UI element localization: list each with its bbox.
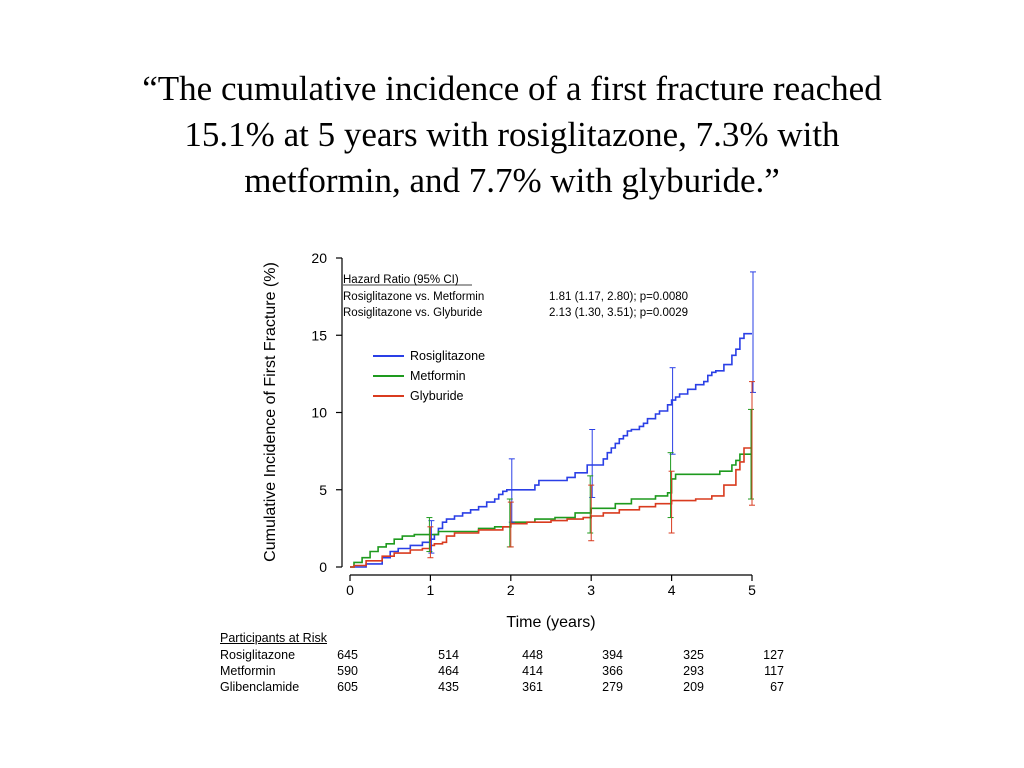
risk-table-row: Rosiglitazone 645 514 448 394 325 127 [220, 647, 784, 663]
risk-table-cell: 514 [438, 648, 459, 662]
hazard-ratio-value: 2.13 (1.30, 3.51); p=0.0029 [549, 307, 688, 319]
risk-table-cell: 279 [602, 680, 623, 694]
risk-table-cell: 67 [770, 680, 784, 694]
y-tick-label: 0 [319, 559, 327, 575]
x-axis-label: Time (years) [506, 614, 595, 631]
slide-title-line: metformin, and 7.7% with glyburide.” [244, 161, 780, 200]
risk-table-cell: 293 [683, 664, 704, 678]
risk-table-cell: 209 [683, 680, 704, 694]
hazard-ratio-title: Hazard Ratio (95% CI) [343, 274, 459, 286]
risk-table-cell: 117 [764, 664, 784, 678]
risk-table-cell: 361 [522, 680, 543, 694]
risk-table-cell: 366 [602, 664, 623, 678]
risk-table-cell: 127 [763, 648, 784, 662]
x-tick-label: 2 [507, 582, 515, 598]
legend-label: Glyburide [410, 389, 464, 403]
risk-table-header: Participants at Risk [220, 631, 327, 645]
risk-table-cell: 590 [337, 664, 358, 678]
risk-table-row: Glibenclamide 605 435 361 279 209 67 [220, 679, 784, 695]
x-tick-label: 1 [427, 582, 435, 598]
x-tick-label: 5 [748, 582, 756, 598]
risk-table-cell: 448 [522, 648, 543, 662]
slide-title: “The cumulative incidence of a first fra… [60, 66, 964, 204]
y-tick-label: 15 [311, 327, 327, 343]
y-tick-label: 10 [311, 405, 327, 421]
risk-table-cell: 435 [438, 680, 459, 694]
risk-table-cell: 645 [337, 648, 358, 662]
risk-table-group-name: Rosiglitazone [220, 648, 296, 662]
x-tick-label: 4 [668, 582, 676, 598]
risk-table-row: Metformin 590 464 414 366 293 117 [220, 663, 784, 679]
series-line-rosiglitazone [350, 332, 752, 568]
risk-table-body: Rosiglitazone 645 514 448 394 325 127 Metformin… [220, 647, 784, 695]
hazard-ratio-comparison-label: Rosiglitazone vs. Glyburide [343, 307, 482, 319]
series-line-glyburide [350, 447, 752, 568]
slide-title-line: “The cumulative incidence of a first fra… [142, 69, 882, 108]
risk-table-cell: 464 [438, 664, 459, 678]
y-axis-label: Cumulative Incidence of First Fracture (… [262, 262, 279, 562]
x-tick-label: 3 [587, 582, 595, 598]
hazard-ratio-value: 1.81 (1.17, 2.80); p=0.0080 [549, 291, 688, 303]
risk-table-cell: 394 [602, 648, 623, 662]
x-tick-label: 0 [346, 582, 354, 598]
legend-label: Rosiglitazone [410, 349, 485, 363]
risk-table-cell: 325 [683, 648, 704, 662]
legend-label: Metformin [410, 369, 466, 383]
participants-at-risk-table: Participants at Risk Rosiglitazone 645 514… [220, 629, 784, 695]
risk-table-cell: 605 [337, 680, 358, 694]
risk-table-cell: 414 [522, 664, 543, 678]
risk-table-group-name: Metformin [220, 664, 276, 678]
y-tick-label: 5 [319, 482, 327, 498]
risk-table-group-name: Glibenclamide [220, 680, 300, 694]
slide-title-line: 15.1% at 5 years with rosiglitazone, 7.3… [184, 115, 840, 154]
y-tick-label: 20 [311, 250, 327, 266]
hazard-ratio-comparison-label: Rosiglitazone vs. Metformin [343, 291, 484, 303]
series-line-metformin [350, 453, 752, 568]
